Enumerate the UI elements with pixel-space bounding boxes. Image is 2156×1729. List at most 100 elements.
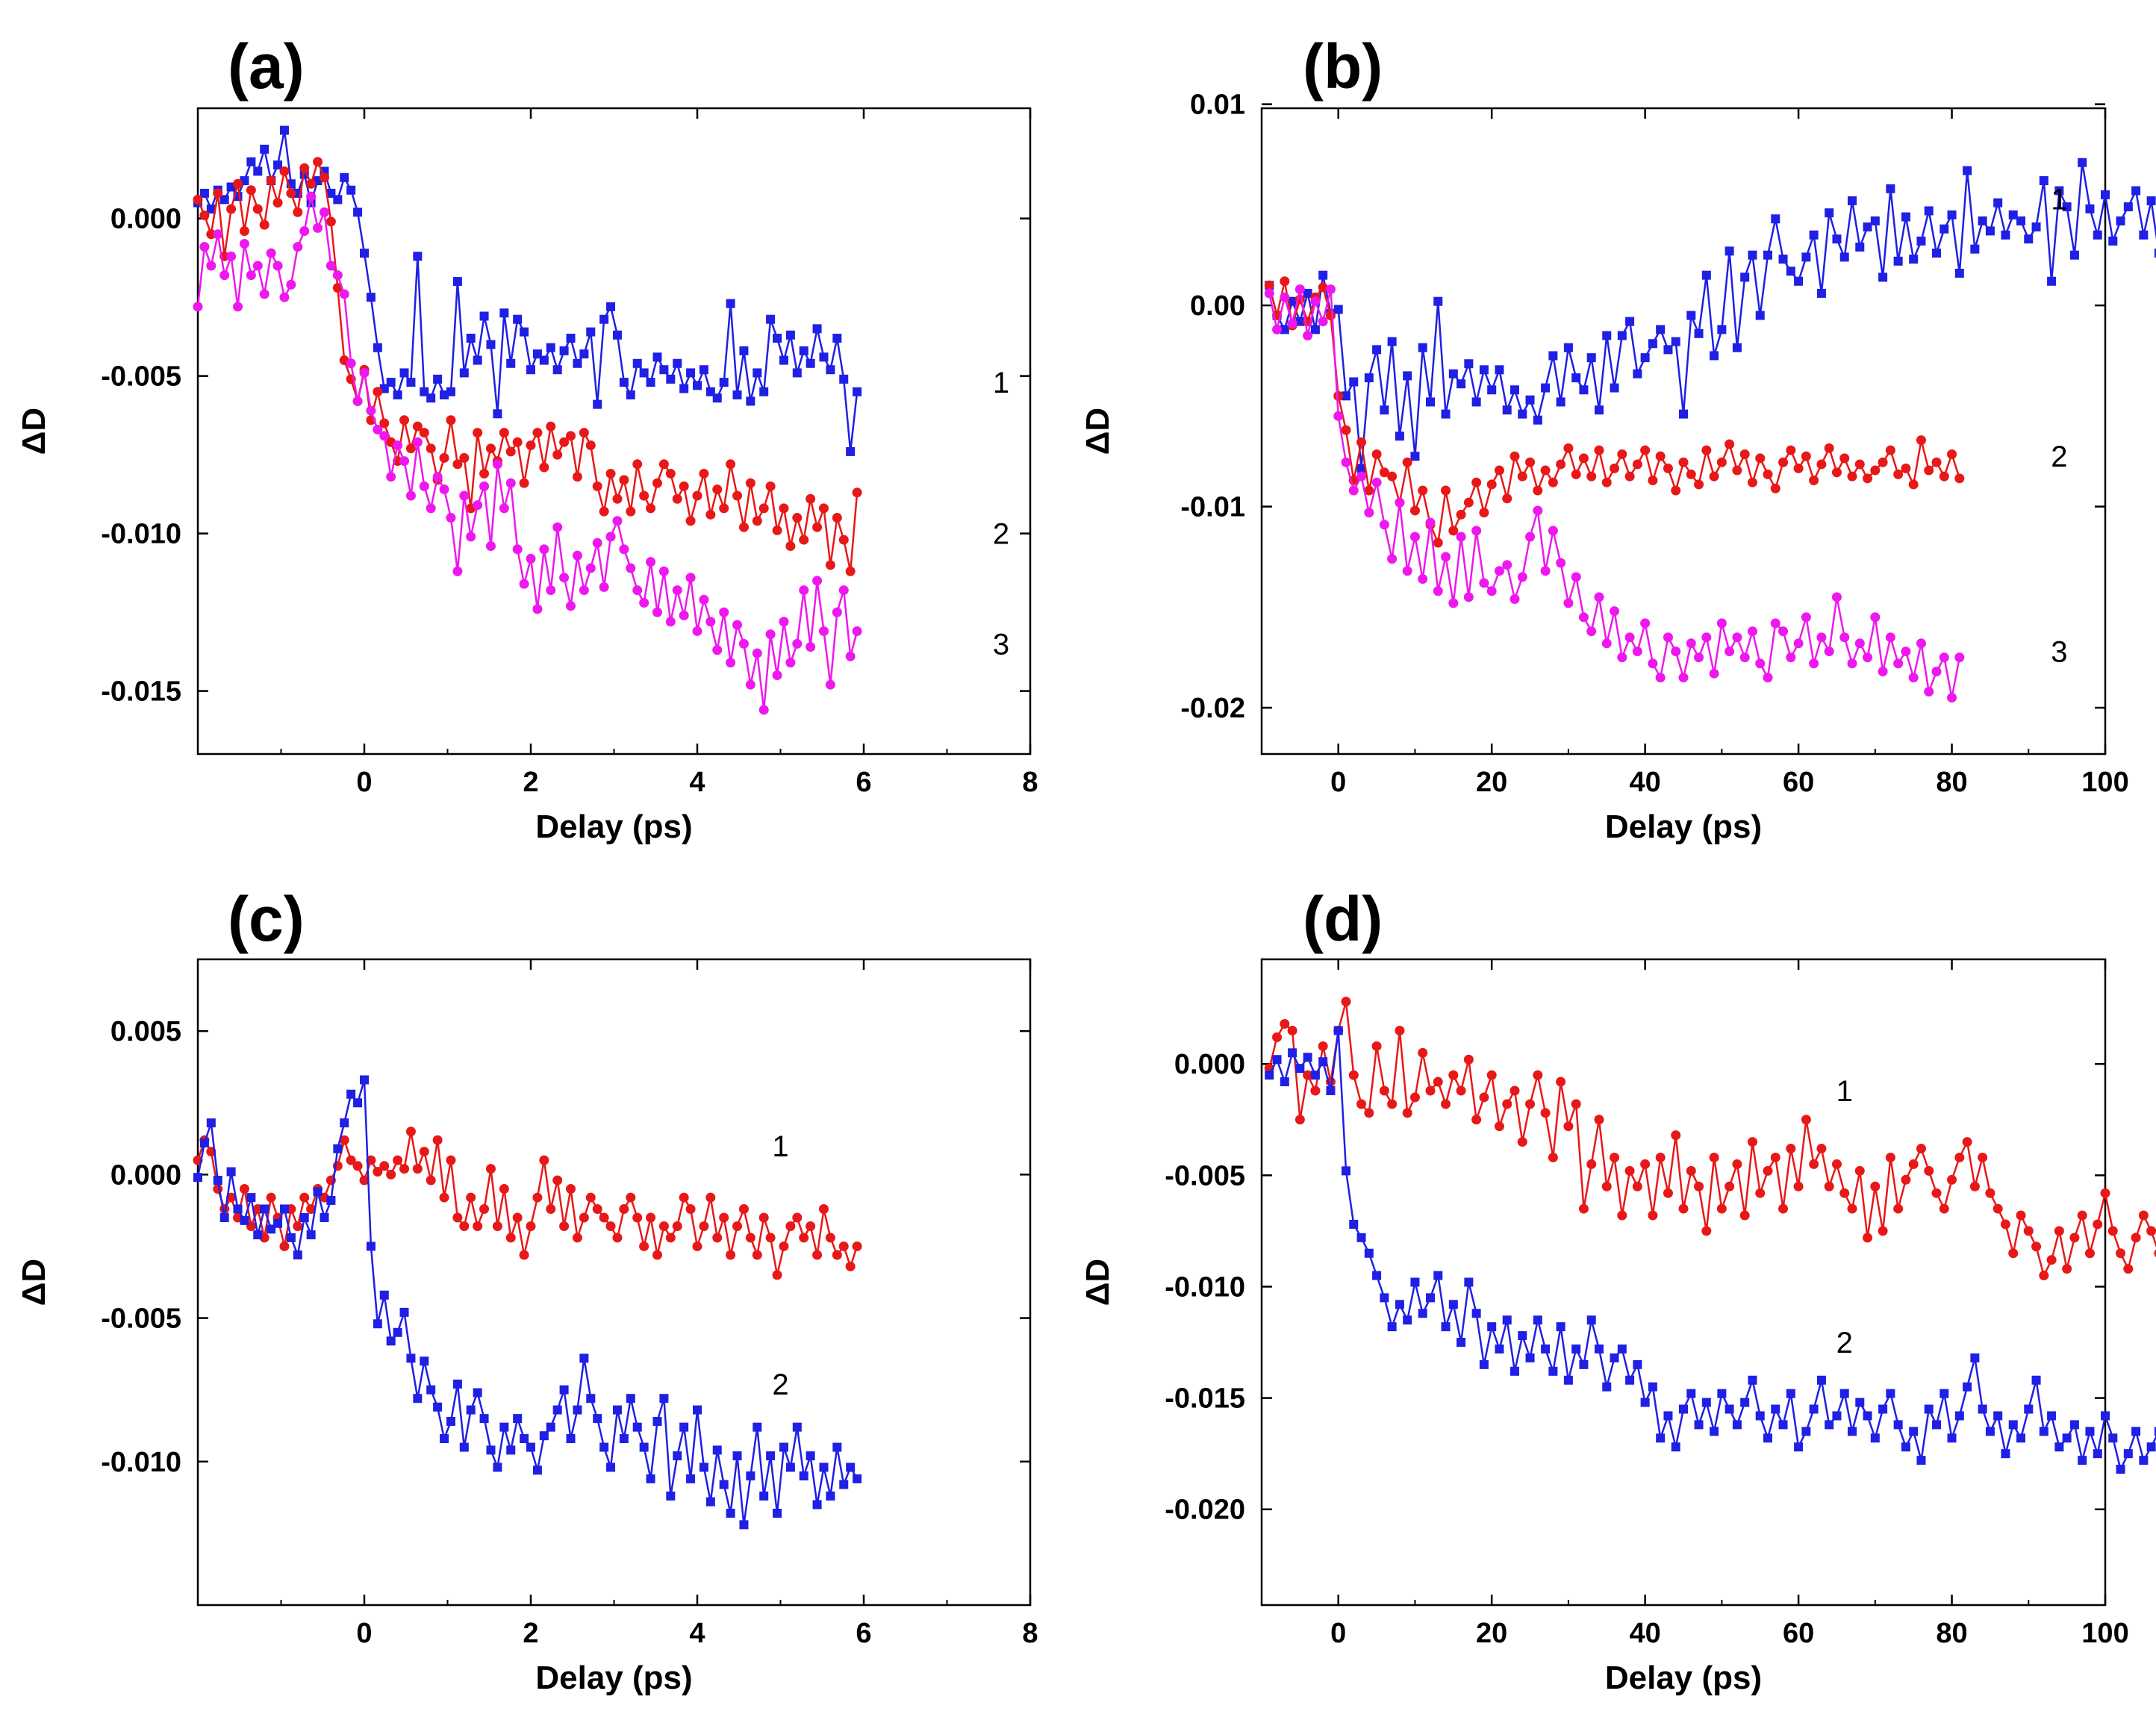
data-point <box>499 428 509 438</box>
data-point <box>1610 463 1620 473</box>
data-point <box>585 440 596 450</box>
data-point <box>1870 216 1880 225</box>
data-point <box>1794 276 1804 286</box>
data-point <box>1916 236 1926 246</box>
data-point <box>1916 1456 1926 1465</box>
data-point <box>1540 566 1551 576</box>
data-point <box>1709 471 1719 482</box>
data-point <box>1295 1064 1305 1074</box>
data-point <box>432 472 443 482</box>
data-point <box>812 522 823 532</box>
data-point <box>1294 284 1305 295</box>
data-point <box>1571 373 1581 383</box>
data-point <box>1686 638 1696 649</box>
data-point <box>299 226 310 237</box>
data-point <box>1686 1165 1696 1176</box>
data-point <box>566 601 576 611</box>
data-point <box>273 1218 283 1228</box>
data-point <box>1533 1070 1543 1080</box>
data-point <box>1625 317 1635 326</box>
data-point <box>1364 1108 1374 1118</box>
data-point <box>412 1164 423 1174</box>
data-point <box>1325 311 1336 321</box>
data-point <box>2039 176 2048 186</box>
data-point <box>1517 572 1527 582</box>
data-point <box>1763 250 1772 260</box>
data-point <box>206 205 216 214</box>
data-point <box>1954 268 1964 278</box>
data-point <box>1663 345 1673 355</box>
data-point <box>2131 1233 2141 1243</box>
data-point <box>1495 1344 1504 1353</box>
x-tick-label: 20 <box>1476 767 1507 798</box>
data-point <box>1701 632 1712 643</box>
data-point <box>573 358 582 368</box>
data-point <box>346 185 356 195</box>
data-point <box>1441 552 1451 562</box>
data-point <box>1931 457 1942 467</box>
data-point <box>1610 383 1619 393</box>
data-point <box>206 1118 216 1128</box>
data-point <box>1870 1433 1880 1443</box>
data-point <box>1747 477 1757 487</box>
data-point <box>612 1233 623 1243</box>
panel-c: (c) 0 2 4 6 8 0.005 0.000 -0.005 -0.010 Delay (ps… <box>16 884 1038 1696</box>
data-point <box>686 368 696 378</box>
data-point <box>1625 1375 1635 1385</box>
data-point <box>1901 1442 1910 1452</box>
data-point <box>1686 311 1696 320</box>
data-point <box>1456 532 1466 542</box>
data-point <box>439 452 449 463</box>
data-point <box>1342 1166 1350 1176</box>
data-point <box>1924 465 1934 476</box>
data-point <box>672 1221 682 1232</box>
data-point <box>1701 1226 1712 1236</box>
data-point <box>832 513 842 523</box>
data-point <box>1732 465 1742 476</box>
x-tick-label: 100 <box>2081 1618 2128 1649</box>
data-point <box>405 1127 416 1137</box>
data-point <box>2154 1249 2156 1257</box>
data-point <box>379 1161 390 1171</box>
data-point <box>1610 1353 1619 1362</box>
data-point <box>1886 1389 1895 1398</box>
data-point <box>1832 234 1842 244</box>
data-point <box>719 1212 729 1223</box>
data-point <box>2116 216 2125 225</box>
data-point <box>1310 296 1321 307</box>
data-point <box>1963 1382 1972 1392</box>
data-point <box>1725 246 1734 256</box>
data-point <box>779 503 789 514</box>
data-point <box>2031 222 2041 231</box>
data-point <box>1755 311 1765 320</box>
data-point <box>579 349 589 359</box>
y-tick-label: -0.010 <box>1165 1271 1245 1303</box>
data-point <box>1831 467 1842 478</box>
data-point <box>1831 1159 1842 1169</box>
data-point <box>818 626 829 636</box>
data-point <box>279 125 289 135</box>
data-point <box>1824 443 1834 453</box>
data-point <box>2039 1427 2048 1436</box>
data-point <box>1333 390 1344 401</box>
data-point <box>286 1233 296 1242</box>
x-tick-label: 100 <box>2081 767 2128 798</box>
data-point <box>526 440 536 450</box>
data-point <box>433 1402 443 1412</box>
data-point <box>1940 224 1949 234</box>
data-point <box>825 679 835 690</box>
data-point <box>792 513 803 523</box>
data-point <box>1595 405 1604 415</box>
data-point <box>2031 1375 2041 1385</box>
series-line <box>196 1131 859 1276</box>
data-point <box>1387 1099 1398 1109</box>
data-point <box>1387 554 1398 564</box>
data-point <box>572 472 582 482</box>
data-point <box>1770 1152 1780 1162</box>
data-point <box>1509 594 1520 605</box>
data-point <box>1494 1121 1504 1132</box>
data-point <box>819 1462 829 1472</box>
series-3 <box>193 191 862 715</box>
data-point <box>1318 1041 1328 1051</box>
data-point <box>199 210 210 220</box>
